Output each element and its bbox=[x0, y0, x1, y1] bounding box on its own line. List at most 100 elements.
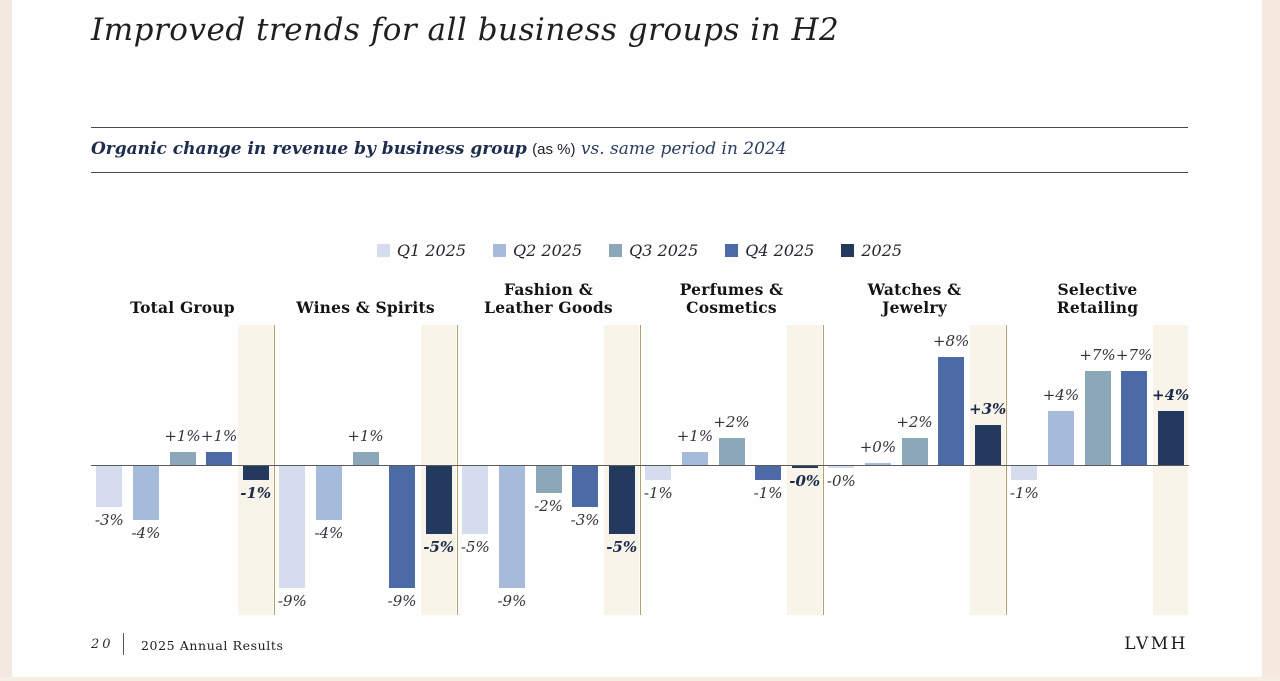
group-header: Wines & Spirits bbox=[274, 274, 457, 318]
bar-value-label: +8% bbox=[932, 332, 970, 350]
bar-value-label: +3% bbox=[969, 399, 1007, 418]
group-header-label: Wines & Spirits bbox=[296, 298, 435, 318]
subtitle-rule-bottom bbox=[91, 172, 1188, 173]
zero-baseline bbox=[91, 465, 1189, 466]
bar-q1-2025 bbox=[645, 466, 672, 480]
bar-value-label: +7% bbox=[1079, 345, 1116, 364]
bar-value-label: -3% bbox=[570, 510, 600, 529]
bar-value-label: +7% bbox=[1115, 345, 1153, 364]
bar-q4-2025 bbox=[1121, 370, 1148, 465]
bar-value-label: -5% bbox=[606, 537, 638, 556]
legend-swatch-icon bbox=[725, 244, 739, 257]
bar-value-label: +2% bbox=[896, 413, 933, 431]
bar-q3-2025 bbox=[901, 438, 928, 465]
bar-value-label: -5% bbox=[423, 537, 455, 556]
bar-q4-2025 bbox=[938, 357, 965, 465]
footer-divider bbox=[123, 633, 124, 655]
chart-group: -1% +1% +2% -1% -0% bbox=[640, 325, 824, 615]
group-header-label: Fashion & Leather Goods bbox=[484, 279, 613, 318]
chart-subtitle: Organic change in revenue by business gr… bbox=[91, 139, 1188, 159]
bar-value-label: +1% bbox=[200, 426, 238, 445]
legend-swatch-icon bbox=[493, 244, 507, 257]
group-header: Watches & Jewelry bbox=[823, 274, 1006, 318]
bar-q1-2025 bbox=[828, 466, 855, 468]
full-year-highlight-band bbox=[787, 325, 823, 615]
bar-value-label: +1% bbox=[347, 426, 384, 445]
bar-value-label: -0% bbox=[826, 472, 856, 490]
group-header-label: Selective Retailing bbox=[1056, 279, 1139, 318]
footer-document-title: 2025 Annual Results bbox=[141, 638, 284, 653]
subtitle-main: Organic change in revenue by business gr… bbox=[91, 139, 527, 159]
legend-item: Q3 2025 bbox=[609, 241, 698, 260]
legend-item: 2025 bbox=[841, 241, 902, 260]
legend-swatch-icon bbox=[841, 244, 855, 257]
slide-edge-bottom bbox=[0, 677, 1280, 681]
legend-item: Q2 2025 bbox=[493, 241, 582, 260]
legend-label: 2025 bbox=[861, 241, 903, 260]
bar-value-label: -1% bbox=[1009, 483, 1039, 502]
chart-group: -5% -9% -2% -3% -5% bbox=[457, 325, 641, 615]
bar-q2-2025 bbox=[681, 451, 708, 465]
bar-value-label: -2% bbox=[534, 497, 563, 515]
bar-value-label: -1% bbox=[240, 483, 272, 502]
group-header: Fashion & Leather Goods bbox=[457, 274, 640, 318]
legend-swatch-icon bbox=[376, 244, 390, 257]
bar-value-label: -9% bbox=[277, 591, 307, 610]
plot-area: -1% +4% +7% +7% +4% -0% +0% +2% +8% +3% -1% +1% +2% -… bbox=[91, 325, 1189, 615]
full-year-highlight-band bbox=[970, 325, 1006, 615]
bar-2025 bbox=[425, 466, 452, 534]
legend-label: Q4 2025 bbox=[745, 241, 815, 260]
subtitle-unit: (as %) bbox=[532, 141, 576, 158]
chart-group: -3% -4% +1% +1% -1% bbox=[91, 325, 275, 615]
chart-legend: Q1 2025 Q2 2025 Q3 2025 Q4 2025 2025 bbox=[91, 241, 1188, 260]
bar-value-label: -4% bbox=[314, 524, 344, 542]
legend-label: Q1 2025 bbox=[396, 241, 467, 260]
group-header: Perfumes & Cosmetics bbox=[640, 274, 823, 318]
bar-value-label: +0% bbox=[859, 438, 897, 456]
subtitle-comparison: vs. same period in 2024 bbox=[580, 139, 787, 159]
bar-2025 bbox=[791, 466, 818, 468]
legend-swatch-icon bbox=[609, 244, 623, 257]
slide-edge-left bbox=[0, 0, 12, 681]
bar-2025 bbox=[974, 424, 1001, 465]
legend-item: Q1 2025 bbox=[376, 241, 467, 260]
bar-value-label: -1% bbox=[753, 483, 783, 502]
bar-q3-2025 bbox=[1084, 370, 1111, 465]
group-header-label: Perfumes & Cosmetics bbox=[679, 279, 784, 318]
bar-q4-2025 bbox=[755, 466, 782, 480]
bar-value-label: -5% bbox=[460, 537, 490, 556]
bar-q3-2025 bbox=[169, 451, 196, 465]
page-title: Improved trends for all business groups … bbox=[91, 12, 840, 48]
bar-value-label: -3% bbox=[94, 510, 124, 529]
bar-q2-2025 bbox=[498, 466, 525, 588]
subtitle-rule-top bbox=[91, 127, 1188, 128]
group-headers: Total Group Wines & Spirits Fashion & Leat… bbox=[91, 274, 1189, 318]
bar-q2-2025 bbox=[315, 466, 342, 520]
bar-value-label: +1% bbox=[676, 426, 714, 445]
bar-q3-2025 bbox=[718, 438, 745, 465]
chart-group: -9% -4% +1% -9% -5% bbox=[274, 325, 458, 615]
legend-label: Q3 2025 bbox=[629, 241, 699, 260]
bar-2025 bbox=[608, 466, 635, 534]
bar-value-label: -0% bbox=[789, 472, 821, 490]
bar-q4-2025 bbox=[206, 451, 233, 465]
group-header-label: Watches & Jewelry bbox=[867, 279, 962, 318]
page-number: 20 bbox=[91, 637, 114, 652]
group-header-label: Total Group bbox=[130, 298, 235, 318]
bar-q3-2025 bbox=[352, 451, 379, 465]
bar-q3-2025 bbox=[535, 466, 562, 493]
bar-value-label: +4% bbox=[1042, 386, 1080, 404]
bar-q1-2025 bbox=[1011, 466, 1038, 480]
bar-value-label: +1% bbox=[164, 426, 201, 445]
brand-logo: LVMH bbox=[1124, 634, 1188, 654]
bar-q2-2025 bbox=[864, 463, 891, 465]
chart-group: -1% +4% +7% +7% +4% bbox=[1006, 325, 1189, 615]
slide-edge-right bbox=[1262, 0, 1280, 681]
bar-q4-2025 bbox=[389, 466, 416, 588]
bar-value-label: -1% bbox=[643, 483, 673, 502]
slide-footer: 20 2025 Annual Results LVMH bbox=[0, 630, 1280, 662]
bar-q2-2025 bbox=[1047, 411, 1074, 465]
group-header: Total Group bbox=[91, 274, 274, 318]
legend-item: Q4 2025 bbox=[725, 241, 814, 260]
chart-group: -0% +0% +2% +8% +3% bbox=[823, 325, 1007, 615]
